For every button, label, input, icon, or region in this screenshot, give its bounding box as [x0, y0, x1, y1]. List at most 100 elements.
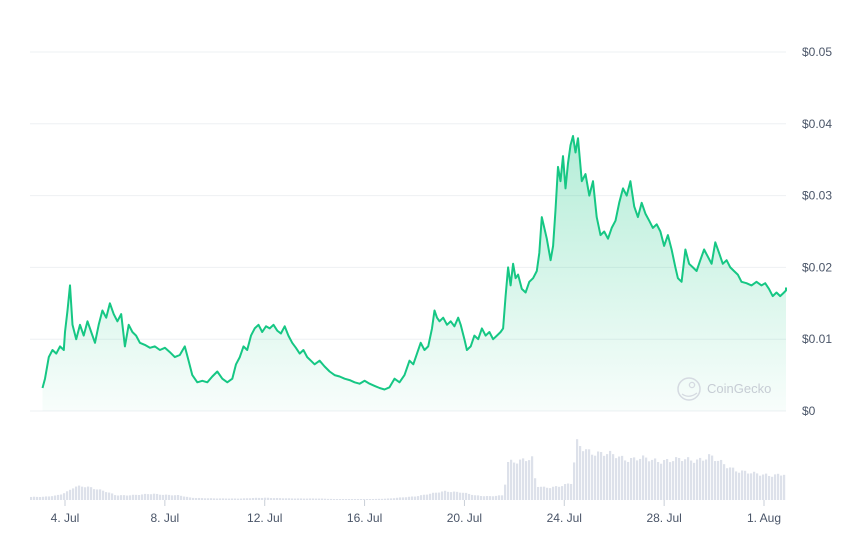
volume-bar — [165, 494, 168, 500]
volume-bar — [525, 461, 528, 500]
volume-bar — [660, 463, 663, 500]
volume-bar — [516, 463, 519, 500]
volume-bar — [261, 497, 264, 500]
volume-bar — [738, 472, 741, 500]
volume-bar — [81, 486, 84, 500]
volume-bar — [90, 487, 93, 500]
volume-bar — [342, 499, 345, 500]
volume-bar — [327, 498, 330, 500]
x-tick-label: 16. Jul — [347, 511, 382, 525]
volume-bar — [462, 492, 465, 500]
volume-bar — [465, 492, 468, 500]
volume-bar — [426, 494, 429, 500]
volume-bar — [648, 461, 651, 500]
volume-bar — [66, 491, 69, 500]
volume-bar — [30, 496, 33, 500]
volume-bar — [222, 498, 225, 500]
volume-bar — [411, 496, 414, 500]
volume-bar — [108, 492, 111, 500]
volume-bar — [39, 497, 42, 500]
volume-bar — [336, 499, 339, 500]
volume-bar — [216, 498, 219, 500]
volume-bar — [387, 498, 390, 500]
volume-bar — [711, 455, 714, 500]
volume-bar — [486, 496, 489, 500]
volume-bar — [240, 498, 243, 500]
volume-bar — [363, 499, 366, 500]
volume-bar — [312, 498, 315, 500]
volume-bar — [489, 496, 492, 500]
volume-bar — [492, 496, 495, 500]
volume-bar — [198, 497, 201, 500]
volume-bar — [48, 496, 51, 500]
volume-bar — [351, 499, 354, 500]
volume-bar — [504, 484, 507, 500]
volume-bar — [42, 496, 45, 500]
volume-bar — [117, 495, 120, 500]
volume-bar — [201, 498, 204, 500]
volume-bar — [75, 486, 78, 500]
volume-bar — [135, 494, 138, 500]
volume-bar — [747, 473, 750, 500]
volume-bar — [453, 491, 456, 500]
volume-bar — [558, 486, 561, 500]
volume-bar — [732, 467, 735, 500]
volume-bar — [303, 498, 306, 500]
volume-bar — [417, 496, 420, 500]
coingecko-logo-icon — [677, 377, 701, 401]
volume-bar — [375, 498, 378, 500]
volume-bar — [189, 497, 192, 500]
volume-bar — [258, 497, 261, 500]
volume-bar — [174, 495, 177, 500]
volume-bar — [267, 497, 270, 500]
volume-bar — [423, 494, 426, 500]
y-tick-label: $0.02 — [802, 260, 832, 274]
volume-bar — [399, 497, 402, 500]
volume-bar — [225, 498, 228, 500]
volume-bar — [756, 473, 759, 500]
volume-bar — [582, 451, 585, 500]
volume-bar — [441, 491, 444, 500]
volume-bar — [744, 470, 747, 500]
volume-bar — [297, 498, 300, 500]
coingecko-watermark: CoinGecko — [677, 377, 771, 401]
volume-bar — [678, 457, 681, 500]
volume-bar — [543, 486, 546, 500]
volume-bar — [537, 486, 540, 500]
y-tick-label: $0.04 — [802, 117, 832, 131]
coingecko-logo-eye — [688, 381, 696, 389]
volume-bar — [93, 489, 96, 500]
volume-bar — [690, 460, 693, 500]
volume-bar — [480, 495, 483, 500]
volume-bar — [666, 459, 669, 500]
volume-bar — [204, 498, 207, 500]
volume-bars — [30, 439, 786, 500]
volume-bar — [180, 495, 183, 500]
volume-bar — [555, 486, 558, 500]
volume-bar — [348, 499, 351, 500]
volume-bar — [726, 468, 729, 500]
volume-bar — [381, 498, 384, 500]
volume-bar — [693, 462, 696, 500]
volume-bar — [501, 495, 504, 500]
volume-bar — [531, 456, 534, 500]
volume-bar — [354, 499, 357, 500]
volume-bar — [126, 495, 129, 500]
volume-bar — [195, 498, 198, 500]
volume-bar — [639, 458, 642, 500]
volume-bar — [288, 498, 291, 500]
volume-bar — [51, 496, 54, 500]
volume-bar — [78, 485, 81, 500]
volume-bar — [252, 498, 255, 500]
volume-bar — [192, 497, 195, 500]
volume-bar — [276, 497, 279, 500]
volume-bar — [549, 488, 552, 500]
volume-bar — [243, 498, 246, 500]
x-tick-label: 1. Aug — [747, 511, 781, 525]
volume-bar — [627, 461, 630, 500]
volume-bar — [546, 487, 549, 500]
volume-bar — [510, 459, 513, 500]
volume-bar — [249, 498, 252, 500]
volume-bar — [396, 497, 399, 500]
volume-bar — [723, 464, 726, 500]
